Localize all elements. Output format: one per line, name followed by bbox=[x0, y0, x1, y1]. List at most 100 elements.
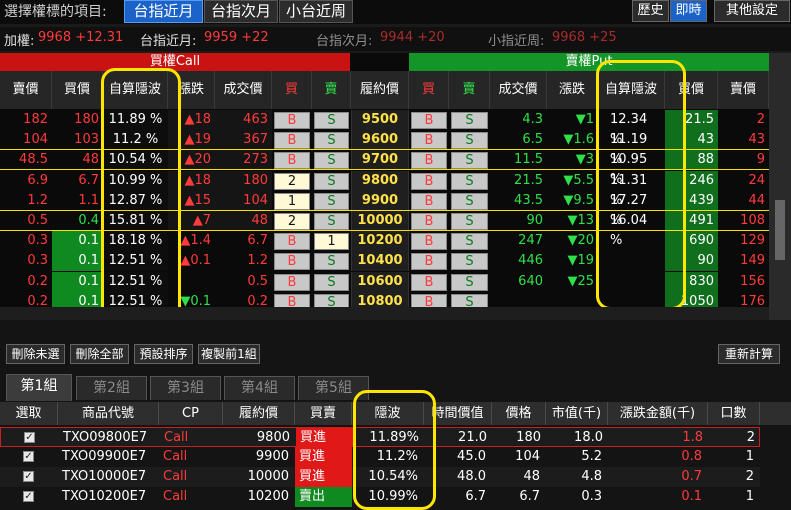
tchart-cell-strike: 10000 bbox=[351, 211, 409, 231]
tchart-column-header[interactable]: 自算隱波 bbox=[598, 71, 665, 109]
tchart-cell-p-bid: 690 bbox=[665, 231, 718, 252]
tab-tx-next-month[interactable]: 台指次月 bbox=[204, 0, 278, 23]
sell-button[interactable]: S bbox=[451, 273, 488, 291]
sell-button[interactable]: S bbox=[451, 253, 488, 271]
delete-unselected-button[interactable]: 刪除未選 bbox=[6, 344, 65, 364]
grid-column-header[interactable]: 價格 bbox=[492, 402, 546, 425]
sell-button[interactable]: 1 bbox=[314, 233, 349, 251]
grid-column-header[interactable]: 市值(千) bbox=[546, 402, 608, 425]
tchart-column-header[interactable]: 買價 bbox=[52, 71, 103, 109]
sell-button[interactable]: S bbox=[314, 112, 349, 129]
tab-tx-near-month[interactable]: 台指近月 bbox=[124, 0, 203, 23]
tchart-column-header[interactable]: 賣 bbox=[449, 71, 490, 109]
grid-cell-side[interactable]: 買進 bbox=[296, 428, 353, 448]
group-tab-4[interactable]: 第4組 bbox=[224, 376, 295, 400]
tchart-column-header[interactable]: 買 bbox=[272, 71, 312, 109]
tchart-column-header[interactable]: 漲跌 bbox=[547, 71, 598, 109]
buy-button[interactable]: B bbox=[274, 132, 310, 150]
horizontal-scrollbar[interactable] bbox=[0, 307, 769, 320]
recalculate-button[interactable]: 重新計算 bbox=[718, 344, 780, 364]
grid-column-header[interactable]: 口數 bbox=[708, 402, 760, 425]
tchart-column-header[interactable]: 履約價 bbox=[351, 71, 409, 109]
grid-column-header[interactable]: 買賣 bbox=[295, 402, 352, 425]
delete-all-button[interactable]: 刪除全部 bbox=[70, 344, 129, 364]
grid-cell-tv: 45.0 bbox=[457, 449, 486, 464]
sell-button[interactable]: S bbox=[314, 253, 349, 271]
grid-cell-side[interactable]: 賣出 bbox=[295, 487, 352, 507]
grid-row[interactable]: ✓ TXO09800E7 Call 9800 買進 11.89% 21.0 180 18.0 1.… bbox=[0, 427, 760, 448]
sell-button[interactable]: S bbox=[451, 192, 488, 210]
sell-button[interactable]: S bbox=[451, 172, 488, 190]
grid-row[interactable]: ✓ TXO10000E7 Call 10000 買進 10.54% 48.0 48 4.8 0.7… bbox=[0, 467, 760, 487]
sell-button[interactable]: S bbox=[451, 213, 488, 230]
vertical-scroll-thumb[interactable] bbox=[775, 200, 785, 260]
buy-button[interactable]: 2 bbox=[274, 213, 310, 230]
grid-column-header[interactable]: 商品代號 bbox=[58, 402, 159, 425]
buy-button[interactable]: B bbox=[411, 213, 447, 230]
tchart-column-header[interactable]: 賣價 bbox=[0, 71, 52, 109]
tchart-cell-c-bid: 6.7 bbox=[78, 172, 99, 188]
sell-button[interactable]: S bbox=[314, 172, 349, 190]
sell-button[interactable]: S bbox=[314, 213, 349, 230]
group-tab-2[interactable]: 第2組 bbox=[76, 376, 147, 400]
sell-button[interactable]: S bbox=[451, 233, 488, 251]
buy-button[interactable]: B bbox=[411, 172, 447, 190]
grid-column-header[interactable]: 履約價 bbox=[223, 402, 295, 425]
sell-button[interactable]: S bbox=[451, 152, 488, 170]
tchart-cell-c-bid: 0.1 bbox=[52, 251, 103, 272]
grid-cell-qty: 2 bbox=[745, 469, 754, 484]
other-settings-button[interactable]: 其他設定 bbox=[714, 0, 790, 22]
grid-column-header[interactable]: CP bbox=[159, 402, 223, 425]
tchart-column-header[interactable]: 成交價 bbox=[215, 71, 272, 109]
buy-button[interactable]: 1 bbox=[274, 192, 310, 210]
realtime-button[interactable]: 即時 bbox=[670, 0, 707, 22]
grid-row[interactable]: ✓ TXO10200E7 Call 10200 賣出 10.99% 6.7 6.7 0.3 0.1… bbox=[0, 487, 760, 507]
buy-button[interactable]: B bbox=[274, 253, 310, 271]
sell-button[interactable]: S bbox=[314, 132, 349, 150]
copy-previous-group-button[interactable]: 複製前1組 bbox=[198, 344, 260, 364]
sell-button[interactable]: S bbox=[451, 112, 488, 129]
grid-cell-side[interactable]: 買進 bbox=[295, 467, 352, 487]
grid-column-header[interactable]: 隱波 bbox=[352, 402, 424, 425]
buy-button[interactable]: B bbox=[411, 152, 447, 170]
tchart-column-header[interactable]: 賣價 bbox=[718, 71, 769, 109]
buy-button[interactable]: 2 bbox=[274, 172, 310, 190]
buy-button[interactable]: B bbox=[411, 132, 447, 150]
buy-button[interactable]: B bbox=[411, 192, 447, 210]
grid-column-header[interactable]: 選取 bbox=[0, 402, 58, 425]
buy-button[interactable]: B bbox=[411, 253, 447, 271]
vertical-scrollbar[interactable] bbox=[769, 53, 791, 320]
tchart-column-header[interactable]: 賣 bbox=[312, 71, 351, 109]
buy-button[interactable]: B bbox=[411, 293, 447, 311]
buy-button[interactable]: B bbox=[274, 152, 310, 170]
row-checkbox[interactable]: ✓ bbox=[23, 491, 34, 502]
row-checkbox[interactable]: ✓ bbox=[23, 471, 34, 482]
row-checkbox[interactable]: ✓ bbox=[23, 451, 34, 462]
group-tab-1[interactable]: 第1組 bbox=[6, 374, 72, 401]
sell-button[interactable]: S bbox=[314, 273, 349, 291]
sell-button[interactable]: S bbox=[314, 192, 349, 210]
tchart-column-header[interactable]: 買價 bbox=[665, 71, 718, 109]
sell-button[interactable]: S bbox=[451, 132, 488, 150]
history-button[interactable]: 歷史 bbox=[632, 0, 669, 22]
tchart-cell-p-last: 4.3 bbox=[522, 112, 543, 127]
buy-button[interactable]: B bbox=[274, 233, 310, 251]
sell-button[interactable]: S bbox=[314, 152, 349, 170]
tchart-column-header[interactable]: 買 bbox=[409, 71, 449, 109]
buy-button[interactable]: B bbox=[274, 273, 310, 291]
tab-mtx-near-week[interactable]: 小台近周 bbox=[279, 0, 353, 23]
default-sort-button[interactable]: 預設排序 bbox=[134, 344, 193, 364]
grid-column-header[interactable]: 漲跌金額(千) bbox=[608, 402, 708, 425]
buy-button[interactable]: B bbox=[411, 112, 447, 129]
grid-cell-side[interactable]: 買進 bbox=[295, 447, 352, 467]
buy-button[interactable]: B bbox=[411, 233, 447, 251]
row-checkbox[interactable]: ✓ bbox=[24, 432, 35, 443]
buy-button[interactable]: B bbox=[411, 273, 447, 291]
tchart-column-header[interactable]: 成交價 bbox=[490, 71, 547, 109]
buy-button[interactable]: B bbox=[274, 112, 310, 129]
grid-row[interactable]: ✓ TXO09900E7 Call 9900 買進 11.2% 45.0 104 5.2 0.8 1 bbox=[0, 447, 760, 467]
grid-column-header[interactable]: 時間價值 bbox=[424, 402, 492, 425]
quote-value-mtx: 9968 +25 bbox=[552, 30, 617, 45]
tchart-cell-c-last: 104 bbox=[215, 190, 272, 211]
group-tab-3[interactable]: 第3組 bbox=[150, 376, 221, 400]
